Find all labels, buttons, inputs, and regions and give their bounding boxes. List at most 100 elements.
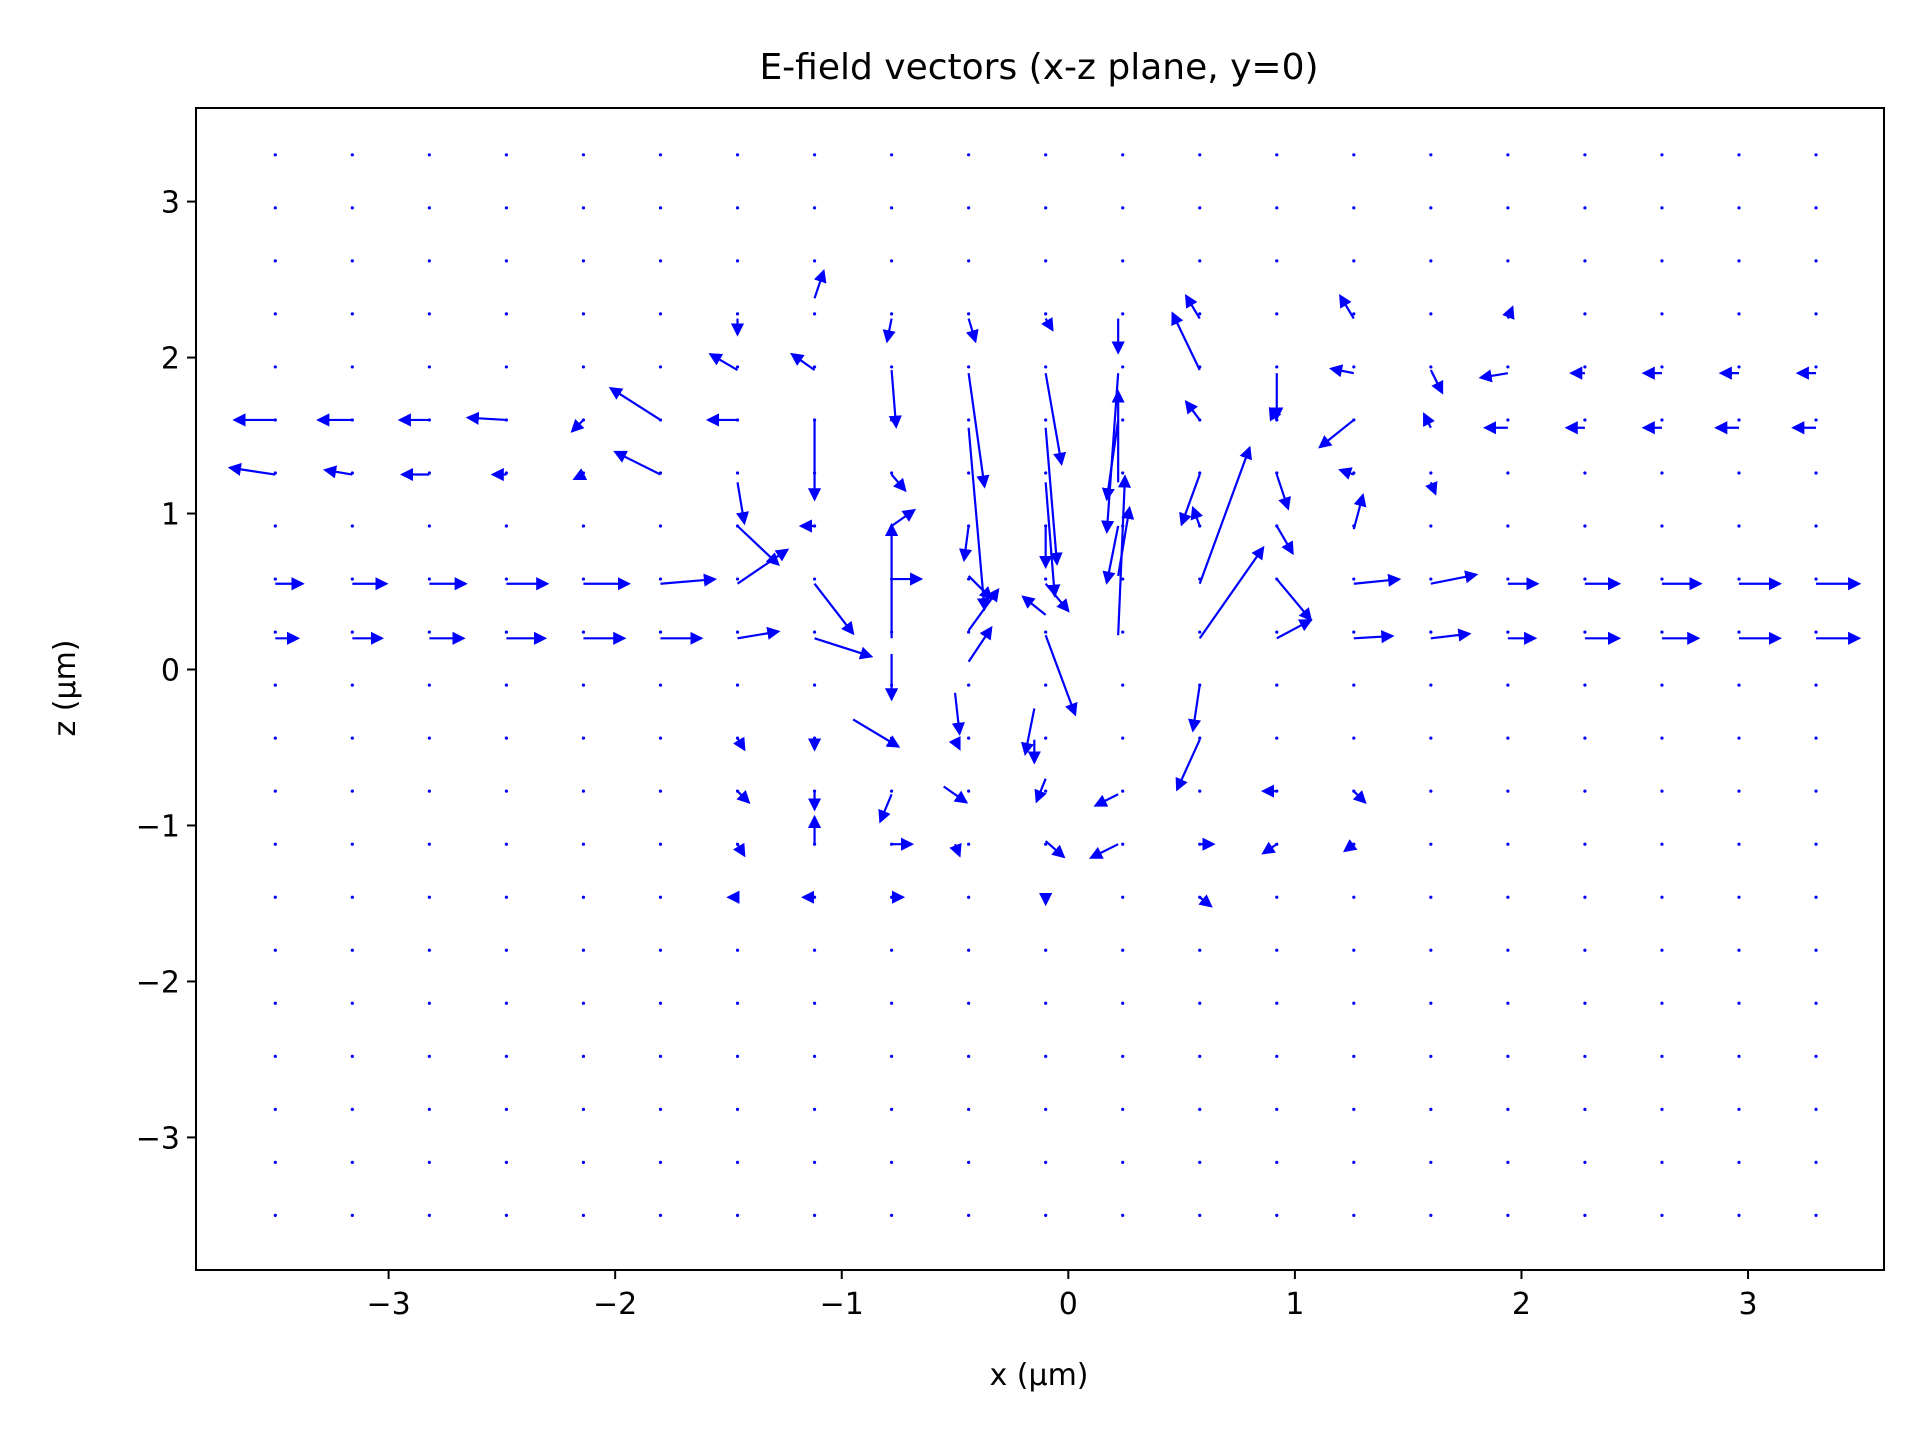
grid-dot [504, 524, 509, 528]
grid-dot [658, 842, 663, 846]
grid-dot [1737, 577, 1741, 581]
grid-dot [1121, 948, 1125, 952]
grid-dot [1737, 1107, 1741, 1111]
field-vector [1185, 294, 1201, 320]
grid-dot [1660, 577, 1664, 581]
grid-dots [273, 153, 1818, 1218]
grid-dot [967, 948, 971, 952]
grid-dot [1121, 895, 1125, 899]
field-vector [1425, 480, 1438, 496]
grid-dot [504, 206, 509, 210]
grid-dot [1660, 1107, 1664, 1111]
grid-dot [1737, 1160, 1741, 1164]
field-vector [613, 450, 661, 476]
grid-dot [1429, 153, 1433, 157]
grid-dot [1814, 736, 1818, 740]
field-vector [1268, 406, 1282, 422]
grid-dot [1352, 259, 1356, 263]
grid-dot [1506, 842, 1510, 846]
grid-dot [504, 259, 509, 263]
grid-dot [1044, 153, 1048, 157]
field-vector [1044, 427, 1063, 566]
y-tick-label: −2 [136, 965, 180, 1000]
x-tick-label: 2 [1512, 1287, 1531, 1322]
grid-dot [967, 683, 971, 687]
grid-dot [427, 206, 431, 210]
field-vector [1117, 505, 1135, 577]
grid-dot [581, 630, 586, 634]
grid-dot [1737, 365, 1741, 369]
field-vector [790, 352, 816, 371]
grid-dot [1198, 736, 1202, 740]
grid-dot [658, 895, 663, 899]
grid-dot [1506, 1107, 1510, 1111]
grid-dot [1737, 1001, 1741, 1005]
grid-dot [1583, 1213, 1587, 1218]
field-vector [1089, 843, 1119, 859]
grid-dot [1121, 1107, 1125, 1111]
grid-dot [350, 736, 354, 740]
grid-dot [350, 259, 354, 263]
grid-dot [1044, 206, 1048, 210]
field-vector [1171, 311, 1201, 371]
field-vector [1021, 595, 1047, 616]
grid-dot [350, 153, 354, 157]
grid-dot [504, 312, 509, 316]
grid-dot [812, 206, 817, 210]
grid-dot [967, 789, 971, 793]
grid-dot [350, 895, 354, 899]
field-vector [1352, 493, 1367, 530]
field-vector [322, 465, 353, 479]
grid-dot [1198, 1001, 1202, 1005]
grid-dot [1275, 630, 1279, 634]
grid-dot [581, 206, 586, 210]
grid-dot [427, 842, 431, 846]
grid-dot [350, 365, 354, 369]
vector-arrows [227, 269, 1862, 908]
grid-dot [889, 948, 894, 952]
x-axis-ticks: −3 −2 −1 0 1 2 3 [366, 1270, 1758, 1322]
grid-dot [273, 1001, 277, 1005]
grid-dot [1044, 418, 1048, 422]
y-tick-label: −3 [136, 1121, 180, 1156]
grid-dot [1583, 577, 1587, 581]
grid-dot [1737, 153, 1741, 157]
grid-dot [967, 312, 971, 316]
grid-dot [1506, 206, 1510, 210]
grid-dot [812, 683, 817, 687]
grid-dot [1660, 524, 1664, 528]
grid-dot [350, 630, 354, 634]
field-vector [967, 427, 991, 612]
field-vector [1339, 294, 1355, 320]
grid-dot [1583, 524, 1587, 528]
y-tick-label: 2 [161, 342, 180, 377]
grid-dot [658, 365, 663, 369]
field-vector [1353, 573, 1402, 587]
grid-dot [1429, 736, 1433, 740]
grid-dot [967, 1054, 971, 1058]
field-vector [570, 418, 585, 433]
grid-dot [1429, 365, 1433, 369]
field-vector [1276, 619, 1313, 640]
grid-dot [581, 683, 586, 687]
field-vector [1179, 474, 1201, 527]
grid-dot [427, 153, 431, 157]
grid-dot [1583, 842, 1587, 846]
grid-dot [273, 1107, 277, 1111]
field-vector [732, 736, 746, 752]
grid-dot [1044, 948, 1048, 952]
grid-dot [1044, 577, 1048, 581]
field-vector [943, 785, 969, 804]
grid-dot [1737, 736, 1741, 740]
grid-dot [658, 789, 663, 793]
grid-dot [1814, 789, 1818, 793]
field-vector [1044, 372, 1067, 466]
grid-dot [1737, 842, 1741, 846]
grid-dot [1429, 1054, 1433, 1058]
grid-dot [1814, 842, 1818, 846]
grid-dot [581, 312, 586, 316]
grid-dot [889, 365, 894, 369]
grid-dot [427, 683, 431, 687]
grid-dot [1660, 312, 1664, 316]
grid-dot [273, 736, 277, 740]
